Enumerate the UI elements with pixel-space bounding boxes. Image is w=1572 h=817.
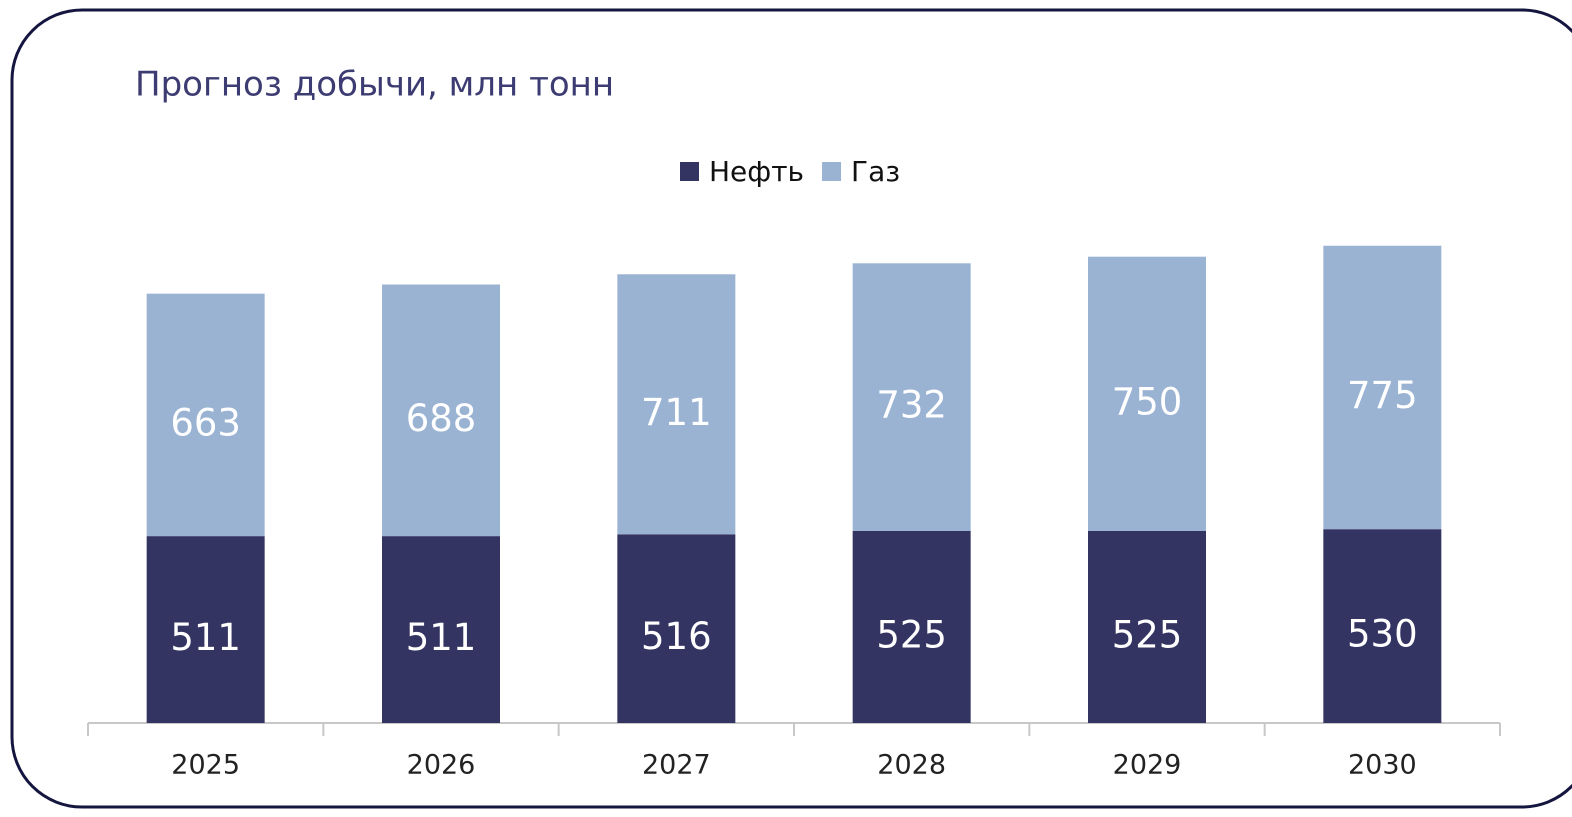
- data-label: 663: [170, 401, 241, 444]
- bar-segment: [146, 293, 265, 537]
- bar-segment: [617, 274, 736, 535]
- data-label: 750: [1112, 380, 1183, 423]
- x-tick-label: 2025: [171, 750, 240, 781]
- bar-segment: [852, 531, 971, 723]
- data-label: 516: [641, 615, 712, 658]
- data-label: 525: [1112, 614, 1183, 657]
- legend-label: Нефть: [709, 155, 804, 188]
- data-label: 732: [876, 384, 947, 427]
- data-label: 688: [406, 397, 477, 440]
- x-tick-label: 2029: [1113, 750, 1182, 781]
- data-label: 711: [641, 391, 712, 434]
- bar-segment: [1088, 531, 1206, 723]
- bar-segment: [1088, 256, 1206, 531]
- x-tick-label: 2026: [407, 750, 476, 781]
- data-label: 511: [170, 616, 241, 659]
- bar-segment: [382, 284, 500, 537]
- x-tick-label: 2027: [642, 750, 711, 781]
- x-tick-label: 2028: [877, 750, 946, 781]
- legend-swatch: [822, 162, 842, 181]
- bar-segment: [1323, 245, 1442, 530]
- data-label: 530: [1347, 613, 1418, 656]
- legend-swatch: [680, 162, 699, 181]
- x-tick-label: 2030: [1348, 750, 1417, 781]
- data-label: 511: [406, 616, 477, 659]
- bar-segment: [617, 534, 736, 723]
- legend: Нефть Газ: [680, 155, 900, 188]
- bar-segment: [1323, 529, 1442, 723]
- bar-segment: [146, 536, 265, 723]
- legend-label: Газ: [851, 155, 900, 188]
- data-label: 775: [1347, 374, 1418, 417]
- data-label: 525: [876, 614, 947, 657]
- bar-segment: [382, 536, 500, 723]
- bar-segment: [852, 263, 971, 531]
- chart-title: Прогноз добычи, млн тонн: [135, 65, 614, 105]
